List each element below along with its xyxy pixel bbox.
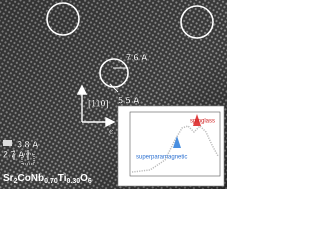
annotation: 7.6 Å bbox=[126, 52, 148, 62]
highlights bbox=[46, 2, 214, 88]
axes-arrows bbox=[13, 67, 128, 160]
unit-cell bbox=[21, 153, 35, 165]
inset: superparamagnetic spinglass bbox=[117, 105, 225, 187]
graphic: 7.6 Å 5.5 Å [110] 3.8 Å 2.7 Å c Sr2CoNb0… bbox=[0, 0, 227, 189]
formula-part: 0.30 bbox=[66, 178, 80, 185]
formula-part: CoNb bbox=[17, 173, 44, 184]
circle bbox=[180, 5, 214, 39]
annotation: 5.5 Å bbox=[118, 95, 140, 105]
inset-label: spinglass bbox=[190, 119, 215, 125]
annotation: 3.8 Å bbox=[17, 139, 39, 149]
annotation: c bbox=[109, 127, 114, 136]
formula-part: 2 bbox=[14, 178, 18, 185]
inset-label: superparamagnetic bbox=[136, 155, 187, 161]
circle bbox=[46, 2, 80, 36]
unit-cell bbox=[3, 140, 12, 146]
formula-part: Ti bbox=[58, 173, 67, 184]
formula-part: 6 bbox=[88, 178, 92, 185]
circle bbox=[99, 58, 129, 88]
annotation: [110] bbox=[88, 98, 109, 108]
formula: Sr2CoNb0.70Ti0.30O6 bbox=[3, 173, 92, 185]
annotation: 2.7 Å bbox=[3, 149, 25, 159]
formula-part: Sr bbox=[3, 173, 14, 184]
formula-part: 0.70 bbox=[44, 178, 58, 185]
formula-part: O bbox=[80, 173, 88, 184]
